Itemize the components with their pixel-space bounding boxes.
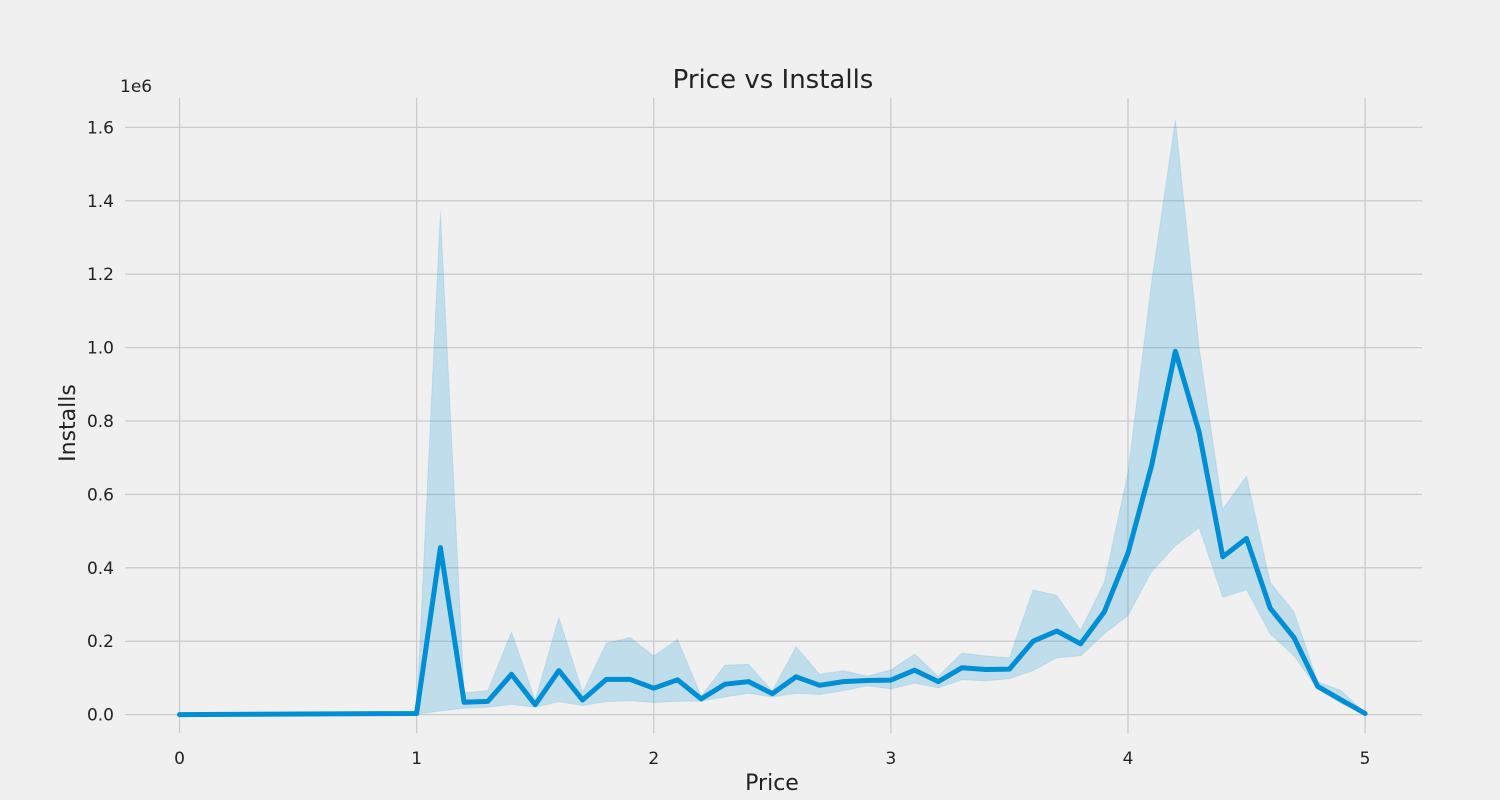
tick-labels: 0 1 2 3 4 5 0.0 0.2 0.4 0.6 0.8 1.0 1.2 1.4 1.6 <box>87 118 1371 769</box>
y-tick-label: 1.4 <box>87 192 114 212</box>
x-axis-label: Price <box>745 771 799 796</box>
confidence-band-layer <box>179 119 1366 716</box>
x-tick-label: 0 <box>174 749 185 769</box>
x-tick-label: 5 <box>1360 749 1371 769</box>
y-tick-label: 0.4 <box>87 559 114 579</box>
x-tick-label: 3 <box>885 749 896 769</box>
x-tick-label: 4 <box>1123 749 1134 769</box>
y-tick-label: 0.8 <box>87 412 114 432</box>
x-tick-label: 2 <box>648 749 659 769</box>
confidence-band <box>179 119 1366 716</box>
grid <box>125 98 1422 733</box>
series-line-layer <box>177 348 1368 718</box>
x-tick-label: 1 <box>411 749 422 769</box>
chart-title: Price vs Installs <box>673 65 874 95</box>
y-tick-label: 0.6 <box>87 485 114 505</box>
series-line <box>177 348 1368 718</box>
y-axis-label: Installs <box>56 384 81 462</box>
y-tick-label: 1.0 <box>87 339 114 359</box>
y-tick-label: 0.2 <box>87 632 114 652</box>
y-tick-label: 1.2 <box>87 265 114 285</box>
y-tick-label: 0.0 <box>87 706 114 726</box>
y-tick-label: 1.6 <box>87 118 114 138</box>
y-axis-offset-label: 1e6 <box>120 77 152 97</box>
